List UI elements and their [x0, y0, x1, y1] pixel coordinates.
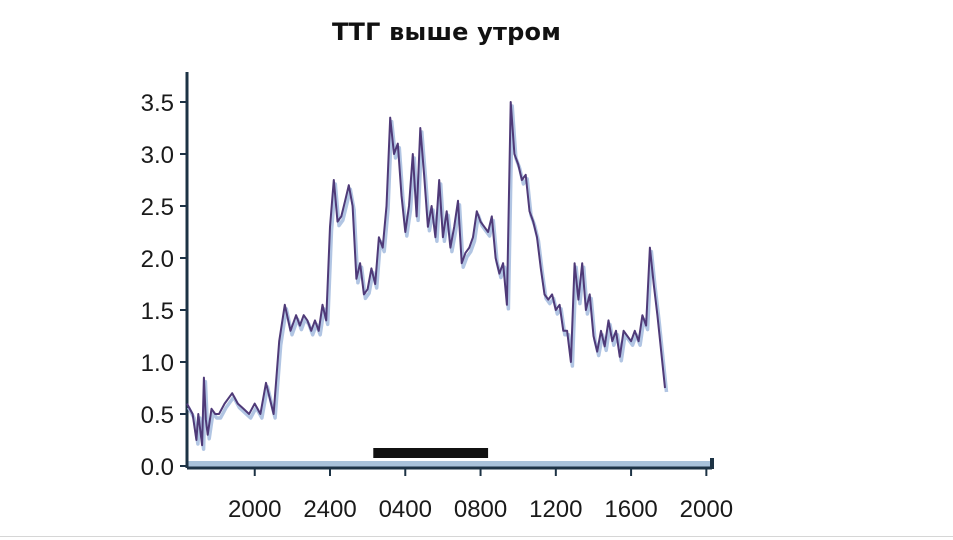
- y-tick-label: 0.5: [141, 402, 174, 429]
- y-tick-label: 3.5: [141, 90, 174, 117]
- y-tick-label: 2.0: [141, 246, 174, 273]
- x-tick-label: 2000: [228, 496, 281, 523]
- y-tick-label: 0.0: [141, 454, 174, 481]
- x-tick-label: 0400: [379, 496, 432, 523]
- axes: [185, 72, 714, 470]
- x-tick-label: 2000: [680, 496, 733, 523]
- series-line: [186, 101, 666, 447]
- chart-title: ТТГ выше утром: [331, 18, 562, 46]
- bottom-divider: [0, 536, 953, 537]
- zero-baseline-band: [187, 461, 712, 469]
- x-tick-label: 2400: [303, 496, 356, 523]
- y-tick-label: 3.0: [141, 142, 174, 169]
- series-layer: [186, 101, 669, 451]
- night-period-bar: [373, 448, 489, 458]
- baseline-band: [187, 461, 712, 469]
- x-tick-label: 1600: [604, 496, 657, 523]
- x-ticks: 2000 2400 0400 0800 1200 1600 2000: [228, 468, 733, 523]
- x-tick-label: 1200: [529, 496, 582, 523]
- series-confidence-band: [186, 104, 669, 451]
- y-tick-label: 1.5: [141, 298, 174, 325]
- y-tick-label: 1.0: [141, 350, 174, 377]
- x-tick-label: 0800: [454, 496, 507, 523]
- y-tick-label: 2.5: [141, 194, 174, 221]
- y-ticks: 0.0 0.5 1.0 1.5 2.0 2.5 3.0 3.5: [141, 90, 187, 481]
- night-bar-layer: [373, 448, 489, 458]
